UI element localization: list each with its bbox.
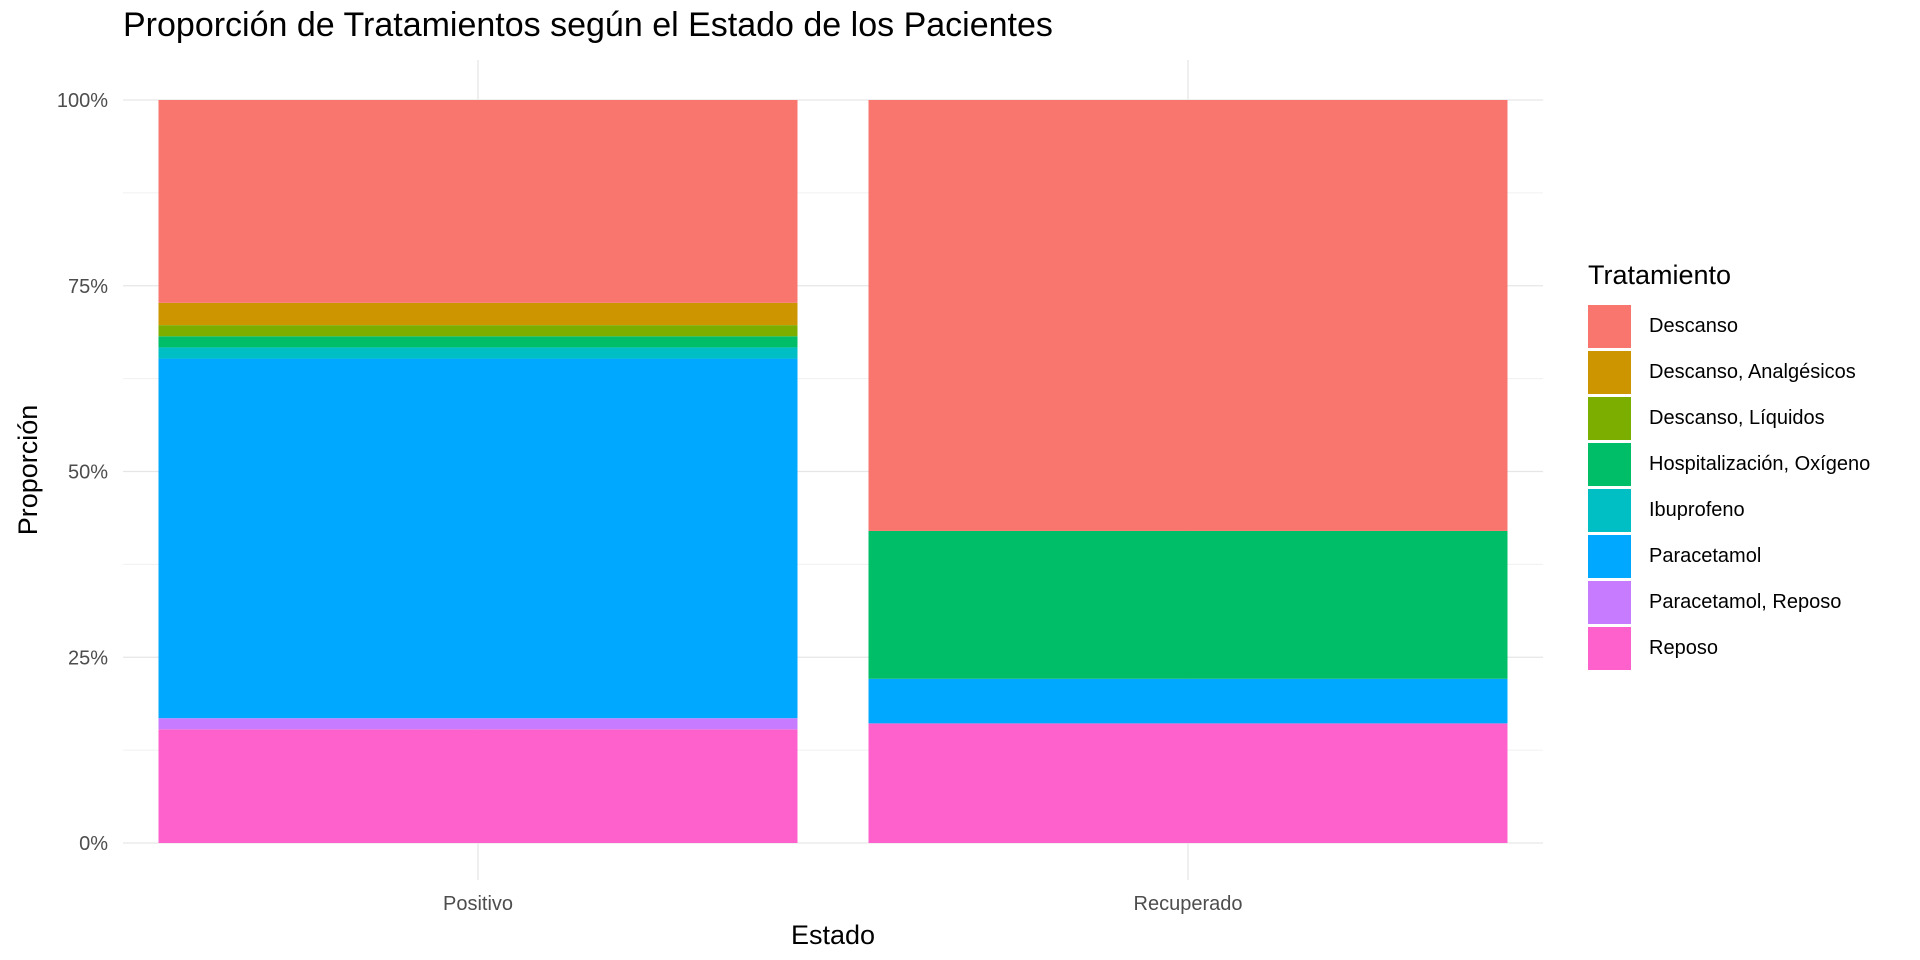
y-axis-title: Proporción (13, 405, 43, 536)
legend-label: Ibuprofeno (1649, 498, 1745, 521)
bar-segment (158, 729, 798, 843)
bar-segment (868, 678, 1508, 724)
legend-item: Ibuprofeno (1588, 487, 1870, 533)
legend-swatch (1588, 396, 1631, 440)
bar-segment (158, 718, 798, 730)
legend-item: Hospitalización, Oxígeno (1588, 441, 1870, 487)
legend-item: Reposo (1588, 625, 1870, 671)
legend-label: Hospitalización, Oxígeno (1649, 452, 1871, 475)
x-tick-label: Recuperado (1134, 893, 1243, 915)
legend-label: Reposo (1649, 636, 1718, 659)
y-tick-label: 100% (57, 90, 108, 112)
bar-segment (158, 100, 798, 303)
legend-item: Paracetamol, Reposo (1588, 579, 1870, 625)
legend-items: Descanso Descanso, Analgésicos Descanso, L… (1588, 303, 1870, 671)
legend-swatch (1588, 350, 1631, 394)
legend-label: Paracetamol (1649, 544, 1762, 567)
y-tick-label: 25% (68, 647, 108, 669)
y-tick-label: 50% (68, 462, 108, 484)
bars (158, 100, 1508, 843)
bar-segment (158, 302, 798, 326)
legend-item: Descanso (1588, 303, 1870, 349)
legend-swatch (1588, 488, 1631, 532)
bar-segment (158, 336, 798, 348)
legend-swatch (1588, 442, 1631, 486)
legend: Tratamiento Descanso Descanso, Analgésico… (1588, 260, 1870, 671)
legend-title: Tratamiento (1588, 260, 1732, 290)
chart-title: Proporción de Tratamientos según el Esta… (123, 6, 1053, 44)
x-tick-label: Positivo (443, 893, 513, 915)
legend-swatch (1588, 534, 1631, 578)
bar-segment (158, 358, 798, 719)
bar-segment (868, 530, 1508, 679)
bar-segment (158, 325, 798, 337)
bar-segment (868, 723, 1508, 843)
legend-label: Descanso (1649, 314, 1738, 337)
y-tick-label: 75% (68, 276, 108, 298)
legend-swatch (1588, 626, 1631, 670)
legend-item: Paracetamol (1588, 533, 1870, 579)
legend-label: Descanso, Líquidos (1649, 406, 1825, 429)
bar-segment (158, 347, 798, 359)
x-axis-ticks: Positivo Recuperado (443, 893, 1243, 915)
legend-swatch (1588, 304, 1631, 348)
legend-label: Paracetamol, Reposo (1649, 590, 1842, 613)
legend-swatch (1588, 580, 1631, 624)
bar-segment (868, 100, 1508, 531)
x-axis-title: Estado (791, 920, 875, 950)
y-axis-ticks: 0% 25% 50% 75% 100% (57, 90, 108, 855)
legend-item: Descanso, Analgésicos (1588, 349, 1870, 395)
legend-item: Descanso, Líquidos (1588, 395, 1870, 441)
legend-label: Descanso, Analgésicos (1649, 360, 1856, 383)
y-tick-label: 0% (79, 833, 108, 855)
